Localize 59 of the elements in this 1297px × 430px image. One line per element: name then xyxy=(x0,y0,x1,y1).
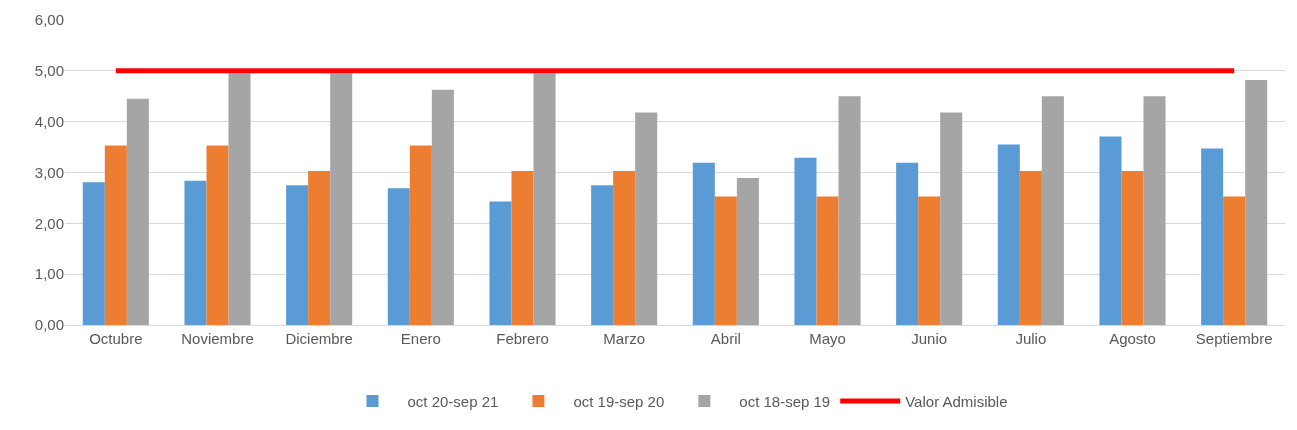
bar xyxy=(126,98,149,325)
x-tick-label: Mayo xyxy=(809,330,846,347)
bar xyxy=(692,162,715,325)
y-tick-label: 4,00 xyxy=(34,112,64,130)
x-tick-label: Julio xyxy=(1015,330,1047,347)
x-tick-label: Noviembre xyxy=(181,330,254,347)
bar xyxy=(1245,79,1268,325)
x-tick-label: Marzo xyxy=(603,330,646,347)
bar xyxy=(714,196,737,325)
x-tick-label: Junio xyxy=(911,330,948,347)
x-tick-label: Enero xyxy=(400,330,441,347)
bar xyxy=(997,144,1020,325)
bar xyxy=(896,162,919,325)
bar xyxy=(431,89,454,325)
bar xyxy=(1019,170,1042,325)
bar xyxy=(1143,96,1166,325)
y-tick-label: 5,00 xyxy=(34,62,64,80)
bar xyxy=(1041,96,1064,325)
bar xyxy=(489,201,512,325)
y-tick-label: 3,00 xyxy=(34,163,64,181)
y-tick-label: 6,00 xyxy=(34,11,64,29)
bar xyxy=(308,170,331,325)
x-tick-label: Octubre xyxy=(89,330,143,347)
bar xyxy=(104,145,127,325)
bar xyxy=(286,185,309,325)
bar xyxy=(228,73,251,325)
bar xyxy=(736,178,759,325)
x-tick-label: Abril xyxy=(710,330,741,347)
legend-label: oct 20-sep 21 xyxy=(407,392,499,410)
bar xyxy=(794,157,817,325)
bar xyxy=(1121,170,1144,325)
y-tick-label: 0,00 xyxy=(34,316,64,334)
x-tick-label: Septiembre xyxy=(1195,330,1273,347)
bar xyxy=(1099,136,1122,325)
bar xyxy=(387,188,410,325)
bar xyxy=(816,196,839,325)
bar xyxy=(940,112,963,325)
bar xyxy=(1201,148,1224,325)
bar xyxy=(1223,196,1246,325)
legend-label: Valor Admisible xyxy=(905,392,1008,410)
bar xyxy=(330,73,353,325)
x-tick-label: Agosto xyxy=(1109,330,1156,347)
bar xyxy=(613,170,636,325)
y-tick-label: 1,00 xyxy=(34,265,64,283)
bar xyxy=(918,196,941,325)
x-tick-label: Febrero xyxy=(496,330,549,347)
x-tick-label: Diciembre xyxy=(285,330,353,347)
bar xyxy=(511,170,534,325)
legend-label: oct 19-sep 20 xyxy=(573,392,665,410)
bar xyxy=(206,145,229,325)
bar xyxy=(635,112,658,325)
bar xyxy=(409,145,432,325)
bar xyxy=(82,182,105,325)
bar xyxy=(838,96,861,325)
bar xyxy=(533,73,556,325)
legend-label: oct 18-sep 19 xyxy=(739,392,831,410)
y-tick-label: 2,00 xyxy=(34,214,64,232)
bar xyxy=(591,185,614,325)
bar xyxy=(184,180,207,325)
